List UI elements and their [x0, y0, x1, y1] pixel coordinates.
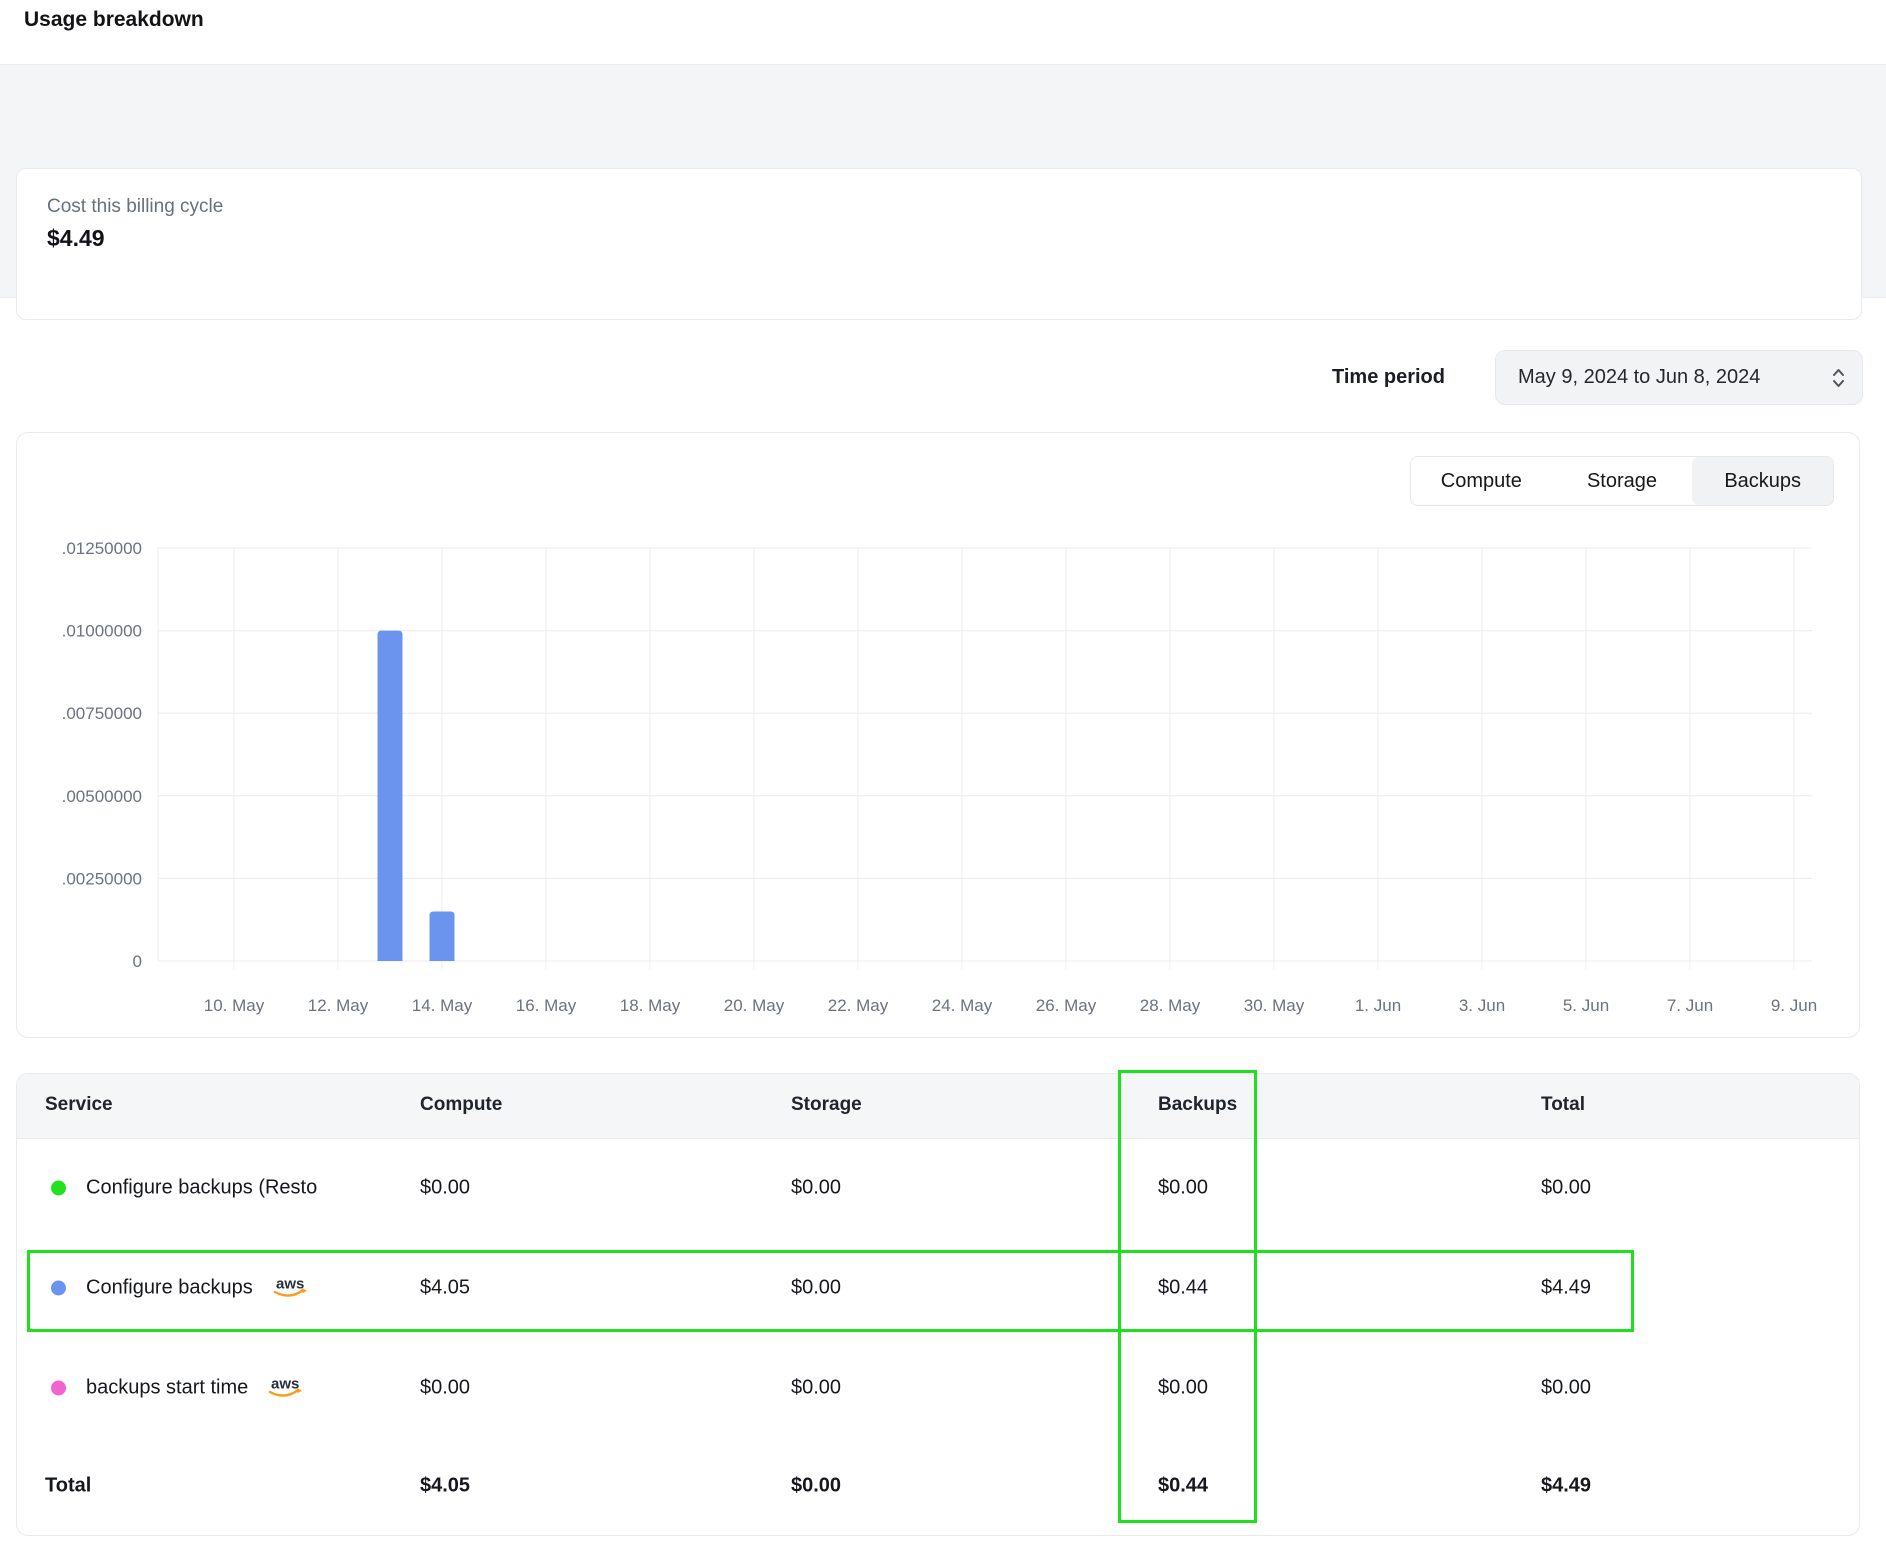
svg-text:0: 0: [133, 952, 142, 971]
column-header-storage: Storage: [791, 1094, 862, 1116]
svg-text:12. May: 12. May: [308, 996, 369, 1015]
column-header-compute: Compute: [420, 1094, 502, 1116]
compute-value: $0.00: [420, 1177, 470, 1200]
page-title: Usage breakdown: [24, 8, 204, 32]
svg-text:.01250000: .01250000: [62, 539, 142, 558]
billing-summary-band: Cost this billing cycle $4.49: [0, 64, 1886, 298]
total-value: $0.00: [1541, 1177, 1591, 1200]
table-row: backups start time aws $0.00 $0.00 $0.00 $0…: [17, 1338, 1859, 1438]
storage-value: $0.00: [791, 1177, 841, 1200]
y-axis-labels: .01250000 .01000000 .00750000 .00500000 .002…: [62, 539, 142, 971]
svg-text:7. Jun: 7. Jun: [1667, 996, 1713, 1015]
cost-cycle-amount: $4.49: [47, 225, 105, 252]
svg-text:26. May: 26. May: [1036, 996, 1097, 1015]
svg-text:3. Jun: 3. Jun: [1459, 996, 1505, 1015]
total-value: $0.00: [1541, 1377, 1591, 1400]
svg-text:9. Jun: 9. Jun: [1771, 996, 1817, 1015]
backups-value: $0.44: [1158, 1277, 1208, 1300]
tab-backups[interactable]: Backups: [1692, 457, 1833, 505]
table-total-row: Total $4.05 $0.00 $0.44 $4.49: [17, 1438, 1859, 1534]
aws-logo-icon: aws: [266, 1375, 306, 1402]
svg-text:5. Jun: 5. Jun: [1563, 996, 1609, 1015]
svg-text:28. May: 28. May: [1140, 996, 1201, 1015]
compute-value: $4.05: [420, 1277, 470, 1300]
aws-logo-icon: aws: [271, 1275, 311, 1302]
table-row: Configure backups aws $4.05 $0.00 $0.44 $4.…: [17, 1238, 1859, 1338]
svg-text:aws: aws: [276, 1276, 304, 1293]
chart-metric-tabs: ComputeStorageBackups: [1410, 456, 1834, 506]
svg-text:14. May: 14. May: [412, 996, 473, 1015]
time-period-select[interactable]: May 9, 2024 to Jun 8, 2024: [1495, 350, 1863, 405]
cost-card: Cost this billing cycle $4.49: [16, 168, 1862, 320]
cost-cycle-label: Cost this billing cycle: [47, 196, 223, 218]
svg-text:1. Jun: 1. Jun: [1355, 996, 1401, 1015]
total-value: $4.49: [1541, 1277, 1591, 1300]
storage-value: $0.00: [791, 1277, 841, 1300]
compute-value: $0.00: [420, 1377, 470, 1400]
usage-bar-chart: .01250000 .01000000 .00750000 .00500000 .002…: [17, 433, 1859, 1037]
usage-chart-panel: .01250000 .01000000 .00750000 .00500000 .002…: [16, 432, 1860, 1038]
total-total-value: $4.49: [1541, 1475, 1591, 1498]
column-header-total: Total: [1541, 1094, 1585, 1116]
bar: [378, 631, 403, 961]
storage-value: $0.00: [791, 1377, 841, 1400]
svg-text:16. May: 16. May: [516, 996, 577, 1015]
time-period-value: May 9, 2024 to Jun 8, 2024: [1518, 366, 1760, 389]
series-dot-icon: [51, 1381, 66, 1396]
table-row: Configure backups (Resto $0.00 $0.00 $0.00 $…: [17, 1138, 1859, 1238]
total-storage-value: $0.00: [791, 1475, 841, 1498]
svg-text:24. May: 24. May: [932, 996, 993, 1015]
service-name: Configure backups aws: [86, 1275, 311, 1302]
svg-text:10. May: 10. May: [204, 996, 265, 1015]
x-axis-labels: 10. May 12. May 14. May 16. May 18. May 20. M…: [204, 996, 1817, 1015]
svg-text:.00250000: .00250000: [62, 869, 142, 888]
usage-breakdown-page: Usage breakdown Cost this billing cycle …: [0, 0, 1886, 1548]
svg-text:22. May: 22. May: [828, 996, 889, 1015]
service-name: Configure backups (Resto: [86, 1177, 317, 1200]
tab-compute[interactable]: Compute: [1411, 457, 1552, 505]
series-dot-icon: [51, 1181, 66, 1196]
time-period-label: Time period: [1240, 366, 1445, 389]
tab-storage[interactable]: Storage: [1552, 457, 1693, 505]
bar: [430, 911, 455, 961]
svg-text:.01000000: .01000000: [62, 622, 142, 641]
backups-value: $0.00: [1158, 1377, 1208, 1400]
svg-text:18. May: 18. May: [620, 996, 681, 1015]
svg-text:.00500000: .00500000: [62, 787, 142, 806]
column-header-service: Service: [45, 1094, 113, 1116]
svg-text:20. May: 20. May: [724, 996, 785, 1015]
table-body: Configure backups (Resto $0.00 $0.00 $0.00 $…: [17, 1138, 1859, 1534]
svg-text:.00750000: .00750000: [62, 704, 142, 723]
gridlines: [158, 548, 1812, 969]
service-name: backups start time aws: [86, 1375, 306, 1402]
column-header-backups: Backups: [1158, 1094, 1237, 1116]
series-dot-icon: [51, 1281, 66, 1296]
backups-value: $0.00: [1158, 1177, 1208, 1200]
usage-table: Service Compute Storage Backups Total Co…: [16, 1073, 1860, 1536]
total-row-label: Total: [45, 1475, 91, 1498]
svg-text:aws: aws: [271, 1376, 299, 1393]
chevron-updown-icon: [1831, 366, 1846, 390]
total-compute-value: $4.05: [420, 1475, 470, 1498]
table-header-row: Service Compute Storage Backups Total: [17, 1074, 1859, 1139]
total-backups-value: $0.44: [1158, 1475, 1208, 1498]
svg-text:30. May: 30. May: [1244, 996, 1305, 1015]
